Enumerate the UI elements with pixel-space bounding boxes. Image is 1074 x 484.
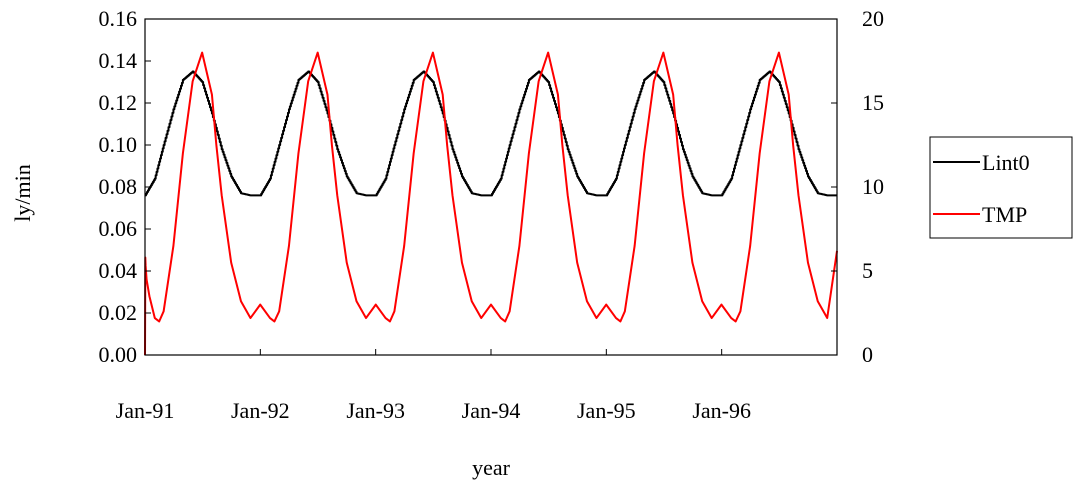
legend-label-lint0: Lint0	[982, 150, 1030, 175]
right-tick-label: 20	[862, 6, 884, 31]
x-tick-label: Jan-91	[116, 398, 175, 423]
series-line-lint0	[144, 70, 838, 197]
right-tick-label: 10	[862, 174, 884, 199]
left-tick-label: 0.04	[99, 258, 138, 283]
left-tick-label: 0.16	[99, 6, 138, 31]
y-axis-title: ly/min	[10, 164, 35, 221]
left-tick-label: 0.02	[99, 300, 138, 325]
left-tick-label: 0.06	[99, 216, 138, 241]
x-tick-label: Jan-95	[577, 398, 636, 423]
x-tick-label: Jan-94	[462, 398, 521, 423]
plot-area	[144, 51, 838, 356]
left-tick-label: 0.08	[99, 174, 138, 199]
left-tick-label: 0.10	[99, 132, 138, 157]
right-axis: 0 5 10 15 20	[831, 6, 884, 367]
left-tick-label: 0.12	[99, 90, 138, 115]
x-tick-label: Jan-96	[692, 398, 751, 423]
right-tick-label: 15	[862, 90, 884, 115]
legend-label-tmp: TMP	[982, 202, 1027, 227]
right-tick-label: 0	[862, 342, 873, 367]
x-tick-label: Jan-93	[346, 398, 405, 423]
x-axis-title: year	[472, 455, 511, 480]
x-axis: Jan-91 Jan-92 Jan-93 Jan-94 Jan-95 Jan-96	[116, 349, 751, 423]
legend-box	[929, 136, 1073, 239]
left-tick-label: 0.14	[99, 48, 138, 73]
x-tick-label: Jan-92	[231, 398, 290, 423]
right-tick-label: 5	[862, 258, 873, 283]
left-tick-label: 0.00	[99, 342, 138, 367]
legend: Lint0 TMP	[929, 136, 1073, 239]
left-axis: 0.00 0.02 0.04 0.06 0.08 0.10 0.12 0.14 0.16	[99, 6, 151, 367]
series-line-tmp	[144, 51, 838, 356]
